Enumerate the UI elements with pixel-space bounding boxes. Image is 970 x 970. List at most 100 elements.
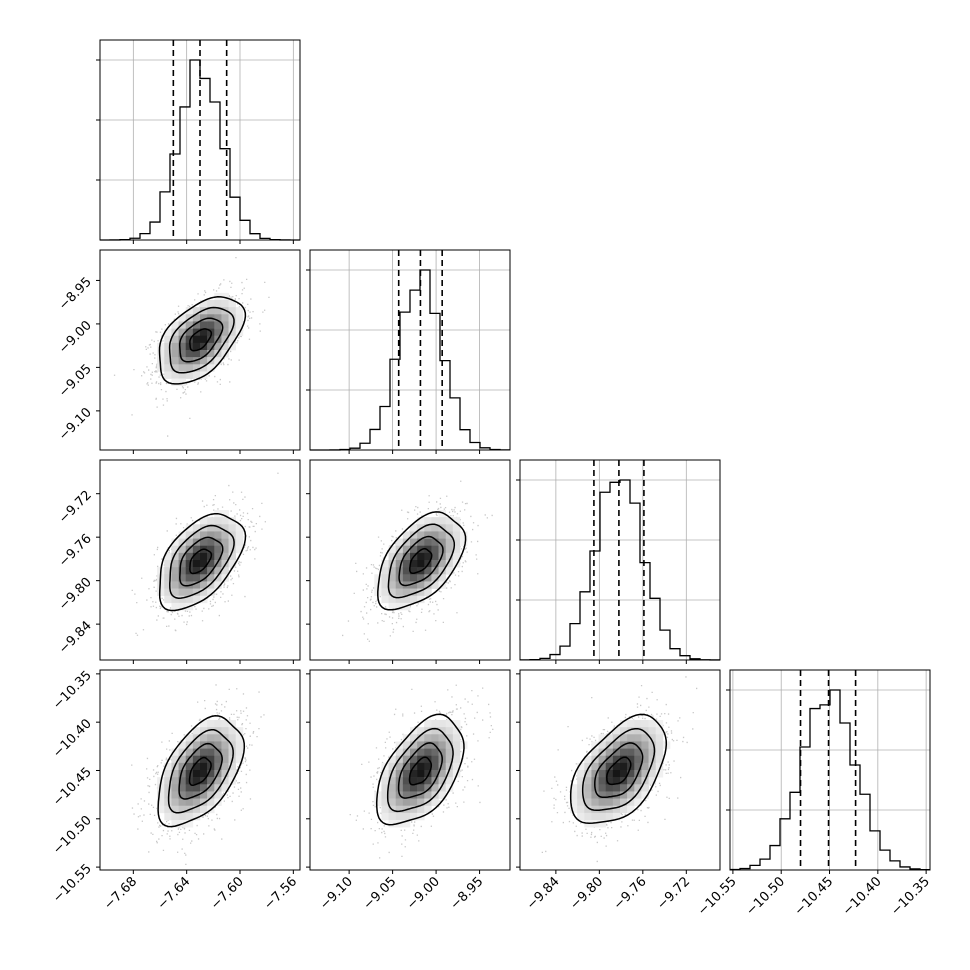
density-cell bbox=[200, 755, 208, 764]
density-cell bbox=[424, 545, 432, 554]
density-cell bbox=[200, 581, 208, 589]
density-cell bbox=[655, 720, 664, 728]
density-cell bbox=[655, 755, 664, 764]
density-cell bbox=[577, 805, 585, 814]
panel-frame bbox=[519, 459, 721, 661]
density-cell bbox=[185, 755, 194, 764]
density-cell bbox=[410, 777, 418, 785]
density-cell bbox=[185, 734, 194, 742]
density-cell bbox=[402, 552, 411, 561]
density-cell bbox=[228, 552, 237, 561]
density-cell bbox=[171, 602, 179, 611]
density-cell bbox=[388, 770, 397, 778]
density-cell bbox=[605, 762, 614, 771]
density-cell bbox=[214, 552, 222, 561]
contour-1 bbox=[189, 328, 213, 352]
density-cell bbox=[200, 517, 208, 525]
density-cell bbox=[221, 321, 229, 329]
density-cell bbox=[388, 798, 397, 807]
panel-frame bbox=[99, 39, 301, 241]
contour-3 bbox=[387, 523, 456, 599]
density-cell bbox=[417, 798, 425, 807]
x-tick-label-p2-4: −8.95 bbox=[448, 874, 487, 913]
density-cell bbox=[178, 798, 187, 807]
density-cell bbox=[374, 574, 382, 582]
density-cell bbox=[612, 762, 621, 771]
density-cell bbox=[438, 784, 447, 792]
density-cell bbox=[388, 545, 397, 554]
density-cell bbox=[214, 734, 222, 742]
y-tick-label-p4-4: −10.40 bbox=[50, 716, 95, 761]
density-cell bbox=[200, 588, 208, 597]
density-cell bbox=[577, 791, 585, 799]
density-cell bbox=[395, 588, 404, 597]
density-cell bbox=[185, 762, 194, 771]
density-cell bbox=[381, 784, 389, 792]
density-cell bbox=[570, 784, 578, 792]
density-cell bbox=[178, 560, 187, 568]
density-cell bbox=[192, 335, 201, 344]
density-cell bbox=[584, 784, 592, 792]
density-cell bbox=[185, 371, 194, 379]
density-cell bbox=[402, 798, 411, 807]
density-cell bbox=[228, 314, 237, 322]
density-cell bbox=[388, 784, 397, 792]
density-cell bbox=[185, 364, 194, 372]
density-cell bbox=[641, 741, 649, 749]
density-cell bbox=[192, 798, 201, 807]
density-cell bbox=[178, 314, 187, 322]
density-cell bbox=[192, 741, 201, 749]
density-cell bbox=[591, 805, 599, 814]
y-tick-label-p4-1: −10.55 bbox=[50, 861, 95, 906]
density-cell bbox=[402, 812, 411, 821]
density-cell bbox=[424, 777, 432, 785]
density-cell bbox=[395, 812, 404, 821]
density-cell bbox=[192, 371, 201, 379]
density-cell bbox=[402, 567, 411, 575]
density-cell bbox=[612, 784, 621, 792]
density-cell bbox=[171, 777, 179, 785]
density-cell bbox=[192, 552, 201, 561]
contour-2 bbox=[594, 742, 644, 799]
density-cell bbox=[164, 364, 172, 372]
density-cell bbox=[235, 748, 244, 757]
density-cell bbox=[171, 357, 179, 365]
density-cell bbox=[171, 350, 179, 358]
contour-2 bbox=[178, 742, 223, 800]
density-cell bbox=[164, 560, 172, 568]
density-cell bbox=[402, 820, 411, 828]
density-cell bbox=[612, 798, 621, 807]
density-cell bbox=[417, 531, 425, 539]
density-cell bbox=[410, 560, 418, 568]
density-cell bbox=[235, 741, 244, 749]
density-cell bbox=[214, 342, 222, 351]
density-cell bbox=[388, 574, 397, 582]
density-cell bbox=[445, 545, 454, 554]
density-cell bbox=[620, 720, 628, 728]
density-cell bbox=[200, 357, 208, 365]
density-cell bbox=[178, 748, 187, 757]
density-cell bbox=[584, 791, 592, 799]
density-cell bbox=[200, 791, 208, 799]
density-cell bbox=[164, 762, 172, 771]
density-cell bbox=[402, 560, 411, 568]
density-cell bbox=[620, 798, 628, 807]
density-cell bbox=[207, 342, 215, 351]
density-cell bbox=[200, 350, 208, 358]
density-cell bbox=[207, 588, 215, 597]
density-cell bbox=[192, 545, 201, 554]
density-cell bbox=[612, 805, 621, 814]
density-cell bbox=[424, 538, 432, 547]
density-cell bbox=[200, 734, 208, 742]
density-cell bbox=[424, 734, 432, 742]
density-cell bbox=[185, 820, 194, 828]
density-cell bbox=[164, 581, 172, 589]
density-cell bbox=[410, 784, 418, 792]
density-cell bbox=[221, 762, 229, 771]
x-tick-label-p4-1: −10.55 bbox=[695, 874, 740, 919]
density-cell bbox=[402, 762, 411, 771]
density-cell bbox=[171, 805, 179, 814]
density-cell bbox=[207, 574, 215, 582]
density-cell bbox=[228, 770, 237, 778]
density-cell bbox=[605, 748, 614, 757]
